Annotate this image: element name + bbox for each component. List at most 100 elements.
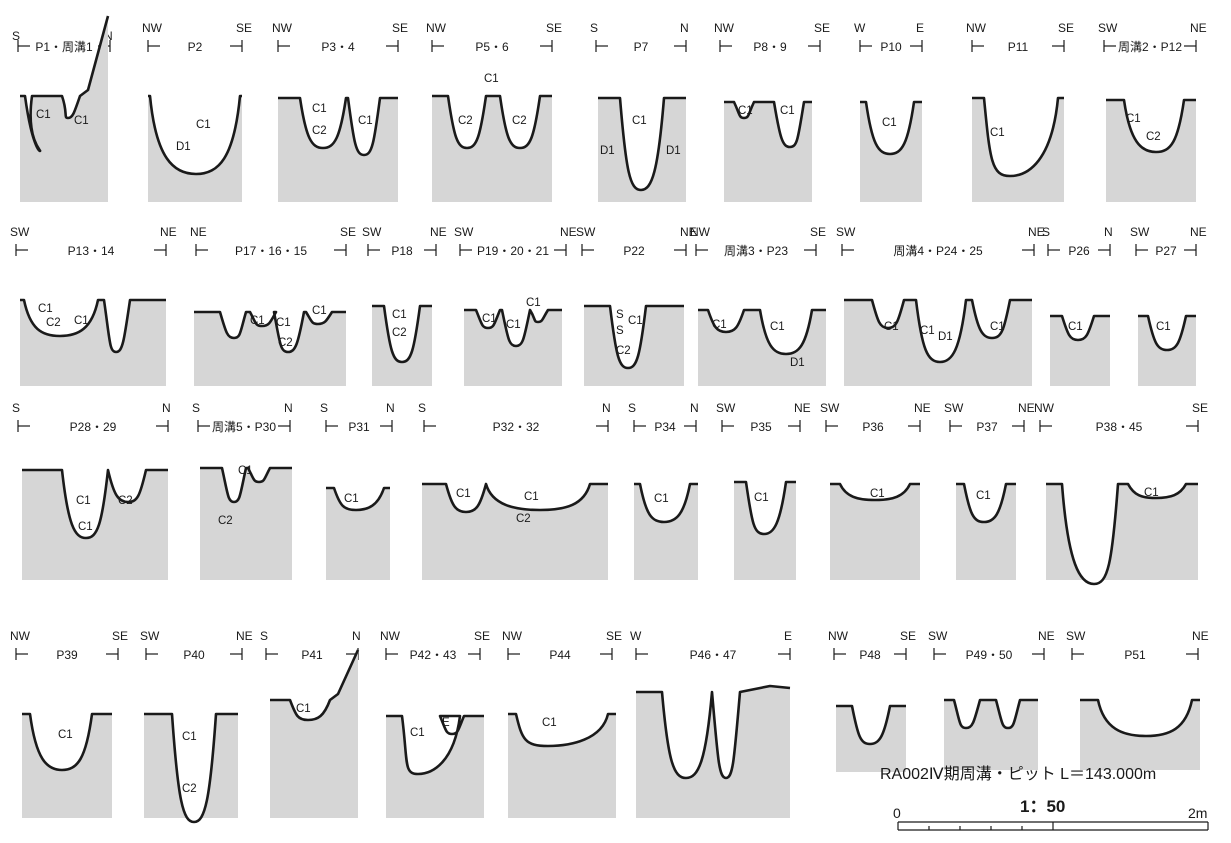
soil-profile <box>278 96 398 202</box>
direction-right: E <box>916 21 924 35</box>
direction-right: SE <box>474 629 490 643</box>
direction-right: SE <box>814 21 830 35</box>
layer-label: C1 <box>738 105 753 117</box>
section-label: P19・20・21 <box>477 244 549 258</box>
direction-right: SE <box>546 21 562 35</box>
soil-profile <box>698 308 826 386</box>
layer-label: C1 <box>1144 487 1159 499</box>
layer-label: S <box>616 325 624 337</box>
layer-label: D1 <box>666 145 681 157</box>
section-label: P42・43 <box>410 648 457 662</box>
soil-profile <box>432 94 552 202</box>
direction-right: NE <box>160 225 177 239</box>
direction-left: NW <box>502 629 523 643</box>
layer-label: C1 <box>74 115 89 127</box>
section-header: SW NE P27 <box>1130 225 1207 258</box>
layer-label: C2 <box>218 515 233 527</box>
section-label: P37 <box>976 420 998 434</box>
layer-label: C1 <box>632 115 647 127</box>
soil-profile <box>326 486 390 580</box>
layer-label: C1 <box>526 297 541 309</box>
direction-right: NE <box>430 225 447 239</box>
section-label: P5・6 <box>475 40 509 54</box>
section-label: P48 <box>859 648 881 662</box>
layer-label: C1 <box>456 488 471 500</box>
layer-label: D1 <box>790 357 805 369</box>
layer-label: C1 <box>654 493 669 505</box>
layer-label: C1 <box>770 321 785 333</box>
section-header: S N 周溝5・P30 <box>192 401 293 434</box>
direction-right: NE <box>1028 225 1045 239</box>
direction-left: NW <box>714 21 735 35</box>
section-header: S N P26 <box>1042 225 1113 258</box>
section-header: NW SE P2 <box>142 21 252 54</box>
layer-label: C2 <box>46 317 61 329</box>
direction-left: SW <box>820 401 840 415</box>
direction-left: SW <box>10 225 30 239</box>
layer-label: E <box>442 717 450 729</box>
layer-label: C1 <box>542 717 557 729</box>
layer-label: C2 <box>616 345 631 357</box>
section-header: NW SE P11 <box>966 21 1074 54</box>
direction-left: NW <box>426 21 447 35</box>
soil-profile <box>844 298 1032 386</box>
soil-profile <box>20 298 166 386</box>
section-label: P49・50 <box>966 648 1013 662</box>
section-label: P8・9 <box>753 40 787 54</box>
direction-left: NW <box>272 21 293 35</box>
layer-label: S <box>616 309 624 321</box>
soil-profile <box>598 96 686 202</box>
section-label: P41 <box>301 648 323 662</box>
section-label: P2 <box>188 40 203 54</box>
direction-left: S <box>590 21 598 35</box>
soil-profile <box>636 684 791 818</box>
layer-label: C1 <box>524 491 539 503</box>
section-header: S N P28・29 <box>12 401 171 434</box>
direction-right: NE <box>1192 629 1209 643</box>
direction-left: SW <box>576 225 596 239</box>
soil-profile <box>372 304 432 386</box>
section-label: P11 <box>1008 40 1029 54</box>
soil-profile <box>1046 482 1198 586</box>
soil-profile <box>860 100 922 202</box>
layer-label: C2 <box>278 337 293 349</box>
section-label: P38・45 <box>1096 420 1143 434</box>
soil-profile <box>634 482 698 580</box>
layer-label: C1 <box>312 305 327 317</box>
layer-label: C1 <box>392 309 407 321</box>
direction-left: SW <box>140 629 160 643</box>
scale-ratio: 1：50 <box>1020 797 1065 816</box>
section-header: NW SE P38・45 <box>1034 401 1208 434</box>
section-label: P39 <box>56 648 78 662</box>
direction-left: S <box>260 629 268 643</box>
layer-label: C1 <box>976 490 991 502</box>
direction-right: NE <box>1038 629 1055 643</box>
direction-right: SE <box>606 629 622 643</box>
soil-profile <box>194 310 346 386</box>
direction-left: SW <box>928 629 948 643</box>
layer-label: C1 <box>58 729 73 741</box>
section-label: P18 <box>391 244 413 258</box>
layer-label: C1 <box>884 321 899 333</box>
section-label: 周溝2・P12 <box>1118 40 1182 54</box>
layer-label: D1 <box>176 141 191 153</box>
layer-label: C1 <box>870 488 885 500</box>
section-header: SW NE P37 <box>944 401 1035 434</box>
soil-profile <box>584 304 684 386</box>
section-header: NW SE P42・43 <box>380 629 490 662</box>
direction-right: N <box>602 401 611 415</box>
layer-label: C1 <box>36 109 51 121</box>
soil-profile <box>734 480 796 580</box>
direction-left: SW <box>1098 21 1118 35</box>
soil-profile <box>200 466 292 580</box>
direction-right: NE <box>1018 401 1035 415</box>
layer-label: C2 <box>312 125 327 137</box>
soil-profile <box>144 712 238 824</box>
direction-right: SE <box>810 225 826 239</box>
layer-label: C2 <box>182 783 197 795</box>
soil-profile <box>20 15 110 202</box>
section-header: NW SE P5・6 <box>426 21 562 54</box>
direction-right: NE <box>794 401 811 415</box>
section-header: NW SE P8・9 <box>714 21 830 54</box>
